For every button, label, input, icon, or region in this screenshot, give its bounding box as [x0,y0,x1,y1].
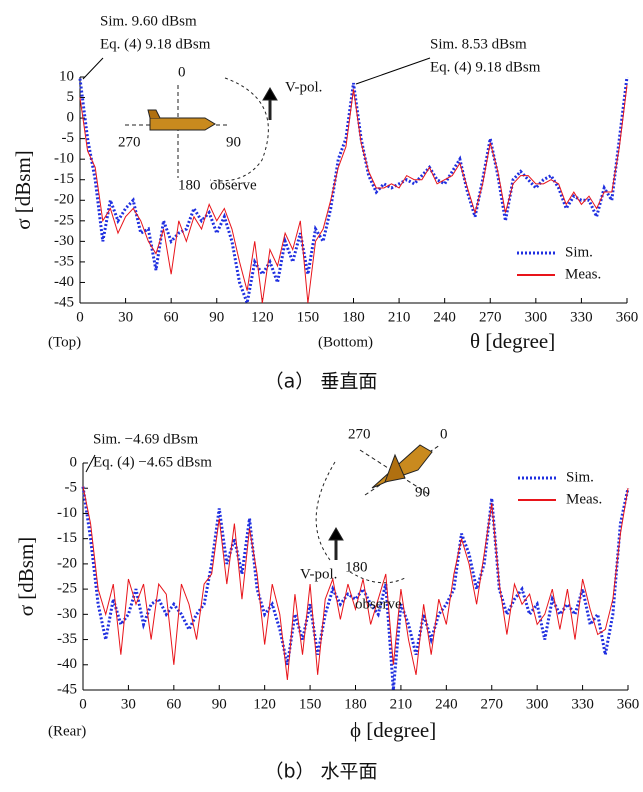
annotation: 90 [415,484,430,500]
y-axis-label: σ [dBsm] [11,150,35,230]
y-tick-label: -10 [54,151,74,167]
x-tick-label: 270 [481,696,504,712]
x-tick-label: 270 [479,309,502,325]
y-tick-label: -10 [57,505,77,521]
y-tick-label: -15 [54,171,74,187]
caption: （b） 水平面 [264,761,377,783]
annotation: 0 [440,426,448,442]
y-tick-label: -30 [54,233,74,249]
x-tick-label: 360 [617,696,640,712]
legend-label: Meas. [565,266,601,282]
legend-label: Sim. [566,469,594,485]
x-tick-label: 150 [299,696,322,712]
legend-label: Meas. [566,491,602,507]
x-tick-label: 180 [342,309,365,325]
x-tick-label: 300 [525,309,548,325]
caption: （a） 垂直面 [265,371,378,393]
x-tick-label: 180 [344,696,367,712]
x-axis-label: θ [degree] [470,329,555,353]
x-tick-label: 90 [209,309,224,325]
x-tick-label: 360 [616,309,639,325]
annotation: 180 [345,559,368,575]
x-tick-label: 30 [121,696,136,712]
callout-arrows [82,57,431,473]
series-line [78,76,629,309]
y-tick-label: -20 [57,555,77,571]
x-tick-label: 120 [251,309,274,325]
x-tick-label: 0 [79,696,87,712]
x-tick-label: 330 [570,309,593,325]
x-tick-label: 240 [435,696,458,712]
x-tick-label: 60 [166,696,181,712]
annotation: V-pol. [300,566,337,582]
annotation: 270 [348,426,371,442]
x-tick-label: 210 [390,696,413,712]
x-tick-label: 330 [571,696,594,712]
y-tick-label: -40 [54,274,74,290]
y-tick-label: -5 [65,480,78,496]
y-tick-label: -5 [62,130,75,146]
series-line [81,486,630,691]
y-tick-label: -30 [57,606,77,622]
x-tick-label: 90 [212,696,227,712]
annotation: (Top) [48,334,81,350]
y-tick-label: -35 [57,631,77,647]
y-tick-label: -25 [57,581,77,597]
y-tick-label: 10 [59,68,74,84]
y-tick-label: -45 [54,294,74,310]
legend-label: Sim. [565,244,593,260]
y-tick-label: 5 [67,89,75,105]
y-axis-label: σ [dBsm] [14,537,38,617]
y-tick-label: 0 [70,454,78,470]
x-tick-label: 300 [526,696,549,712]
x-tick-label: 240 [433,309,456,325]
x-axis-label: ϕ [degree] [350,718,436,742]
y-tick-label: -25 [54,212,74,228]
annotation: Sim. 9.60 dBsm [100,13,197,29]
x-tick-label: 210 [388,309,411,325]
annotation: 180 [178,177,201,193]
annotation: Sim. 8.53 dBsm [430,36,527,52]
annotation: Eq. (4) 9.18 dBsm [430,59,541,75]
annotation: 90 [226,134,241,150]
annotation: 270 [118,134,141,150]
annotation: observe [210,177,257,193]
inset-bottom [315,444,441,584]
x-tick-label: 120 [253,696,276,712]
y-tick-label: -45 [57,681,77,697]
annotation: (Bottom) [318,334,373,350]
y-tick-label: -35 [54,253,74,269]
annotation: Sim. −4.69 dBsm [93,431,198,447]
y-tick-label: 0 [67,110,75,126]
annotation: (Rear) [48,723,86,739]
x-tick-label: 0 [76,309,84,325]
y-tick-label: -15 [57,530,77,546]
series-line [79,85,628,304]
x-tick-label: 30 [118,309,133,325]
annotation: observe [355,596,402,612]
annotation: V-pol. [285,79,322,95]
y-tick-label: -40 [57,656,77,672]
annotation: 0 [178,64,186,80]
series-line [82,486,629,680]
y-tick-label: -20 [54,192,74,208]
annotation: Eq. (4) −4.65 dBsm [93,454,212,470]
annotation: Eq. (4) 9.18 dBsm [100,36,211,52]
x-tick-label: 150 [297,309,320,325]
x-tick-label: 60 [164,309,179,325]
inset-top [125,77,278,182]
